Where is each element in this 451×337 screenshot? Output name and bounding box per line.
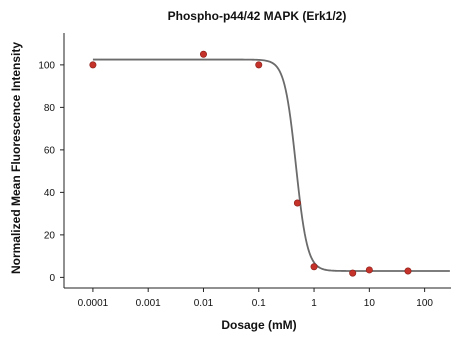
data-point — [310, 263, 318, 271]
data-point — [404, 267, 412, 275]
x-tick-label: 0.0001 — [78, 298, 109, 309]
data-points — [89, 50, 412, 277]
x-ticks: 0.0001 0.001 0.01 0.1 1 10 100 — [78, 288, 433, 309]
x-tick-label: 0.1 — [252, 298, 266, 309]
y-tick-label: 100 — [38, 60, 55, 71]
x-axis-label: Dosage (mM) — [221, 318, 296, 332]
y-ticks: 0 20 40 60 80 100 — [38, 60, 64, 284]
chart-title: Phospho-p44/42 MAPK (Erk1/2) — [168, 9, 347, 23]
data-point — [349, 269, 357, 277]
data-point — [199, 50, 207, 58]
data-point — [89, 61, 97, 69]
x-tick-label: 100 — [416, 298, 433, 309]
y-tick-label: 40 — [44, 188, 56, 199]
x-tick-label: 0.01 — [194, 298, 214, 309]
y-tick-label: 20 — [44, 230, 56, 241]
data-point — [293, 199, 301, 207]
x-tick-label: 1 — [311, 298, 317, 309]
data-point — [365, 266, 373, 274]
data-point — [255, 61, 263, 69]
x-tick-label: 0.001 — [136, 298, 161, 309]
x-tick-label: 10 — [364, 298, 376, 309]
fit-curve — [92, 58, 450, 272]
y-tick-label: 80 — [44, 103, 56, 114]
y-tick-label: 0 — [49, 273, 55, 284]
y-tick-label: 60 — [44, 145, 56, 156]
y-axis-label: Normalized Mean Fluorescence Intensity — [9, 42, 23, 274]
